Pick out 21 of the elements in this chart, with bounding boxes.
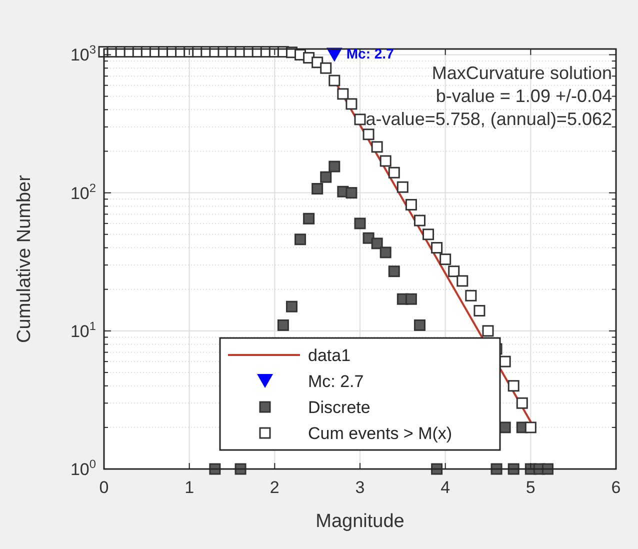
y-tick-label: 10$^{2}$ <box>70 180 96 203</box>
x-tick-label: 5 <box>526 478 536 497</box>
x-axis-title: Magnitude <box>316 511 404 532</box>
y-tick-label: 10$^{1}$ <box>70 318 96 341</box>
y-tick-label: 10$^{0}$ <box>70 457 96 479</box>
legend-label: Cum events > M(x) <box>308 424 452 443</box>
y-tick-label: 10$^{3}$ <box>70 42 96 65</box>
annotation: a-value=5.758, (annual)=5.062 <box>366 109 612 129</box>
annotation: Mc: 2.7 <box>346 46 394 62</box>
annotation: MaxCurvature solution <box>432 63 612 83</box>
x-tick-label: 1 <box>184 478 194 497</box>
x-tick-label: 4 <box>440 478 450 497</box>
x-tick-label: 2 <box>270 478 280 497</box>
legend-label: Discrete <box>308 398 370 417</box>
legend-label: data1 <box>308 346 351 365</box>
x-tick-label: 3 <box>355 478 365 497</box>
y-axis-title: Cumulative Number <box>14 174 35 343</box>
x-tick-label: 6 <box>611 478 621 497</box>
legend-label: Mc: 2.7 <box>308 372 364 391</box>
x-tick-label: 0 <box>99 478 109 497</box>
annotation: b-value = 1.09 +/-0.04 <box>436 86 612 106</box>
